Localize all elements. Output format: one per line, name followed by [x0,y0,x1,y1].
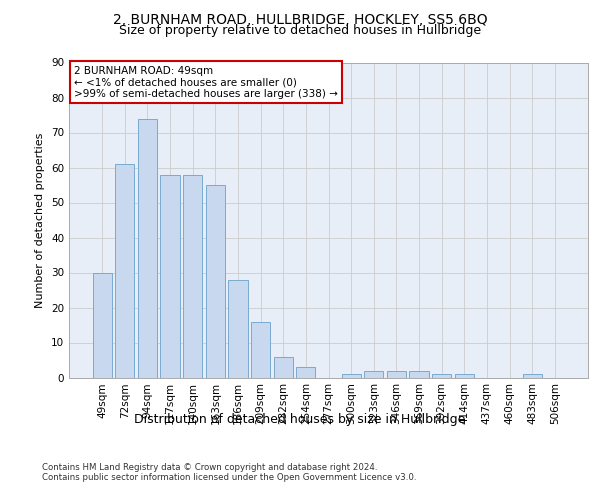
Bar [341,374,361,378]
Text: Size of property relative to detached houses in Hullbridge: Size of property relative to detached ho… [119,24,481,37]
Bar [387,370,406,378]
Bar [183,174,202,378]
Bar [364,370,383,378]
Bar [274,356,293,378]
Text: 2, BURNHAM ROAD, HULLBRIDGE, HOCKLEY, SS5 6BQ: 2, BURNHAM ROAD, HULLBRIDGE, HOCKLEY, SS… [113,12,487,26]
Bar [455,374,474,378]
Bar [229,280,248,378]
Bar [160,174,180,378]
Bar [138,118,157,378]
Bar [251,322,270,378]
Text: Distribution of detached houses by size in Hullbridge: Distribution of detached houses by size … [134,412,466,426]
Bar [432,374,451,378]
Bar [523,374,542,378]
Bar [409,370,428,378]
Bar [296,367,316,378]
Y-axis label: Number of detached properties: Number of detached properties [35,132,46,308]
Bar [206,185,225,378]
Bar [92,272,112,378]
Text: Contains HM Land Registry data © Crown copyright and database right 2024.: Contains HM Land Registry data © Crown c… [42,464,377,472]
Text: 2 BURNHAM ROAD: 49sqm
← <1% of detached houses are smaller (0)
>99% of semi-deta: 2 BURNHAM ROAD: 49sqm ← <1% of detached … [74,66,338,99]
Text: Contains public sector information licensed under the Open Government Licence v3: Contains public sector information licen… [42,474,416,482]
Bar [115,164,134,378]
